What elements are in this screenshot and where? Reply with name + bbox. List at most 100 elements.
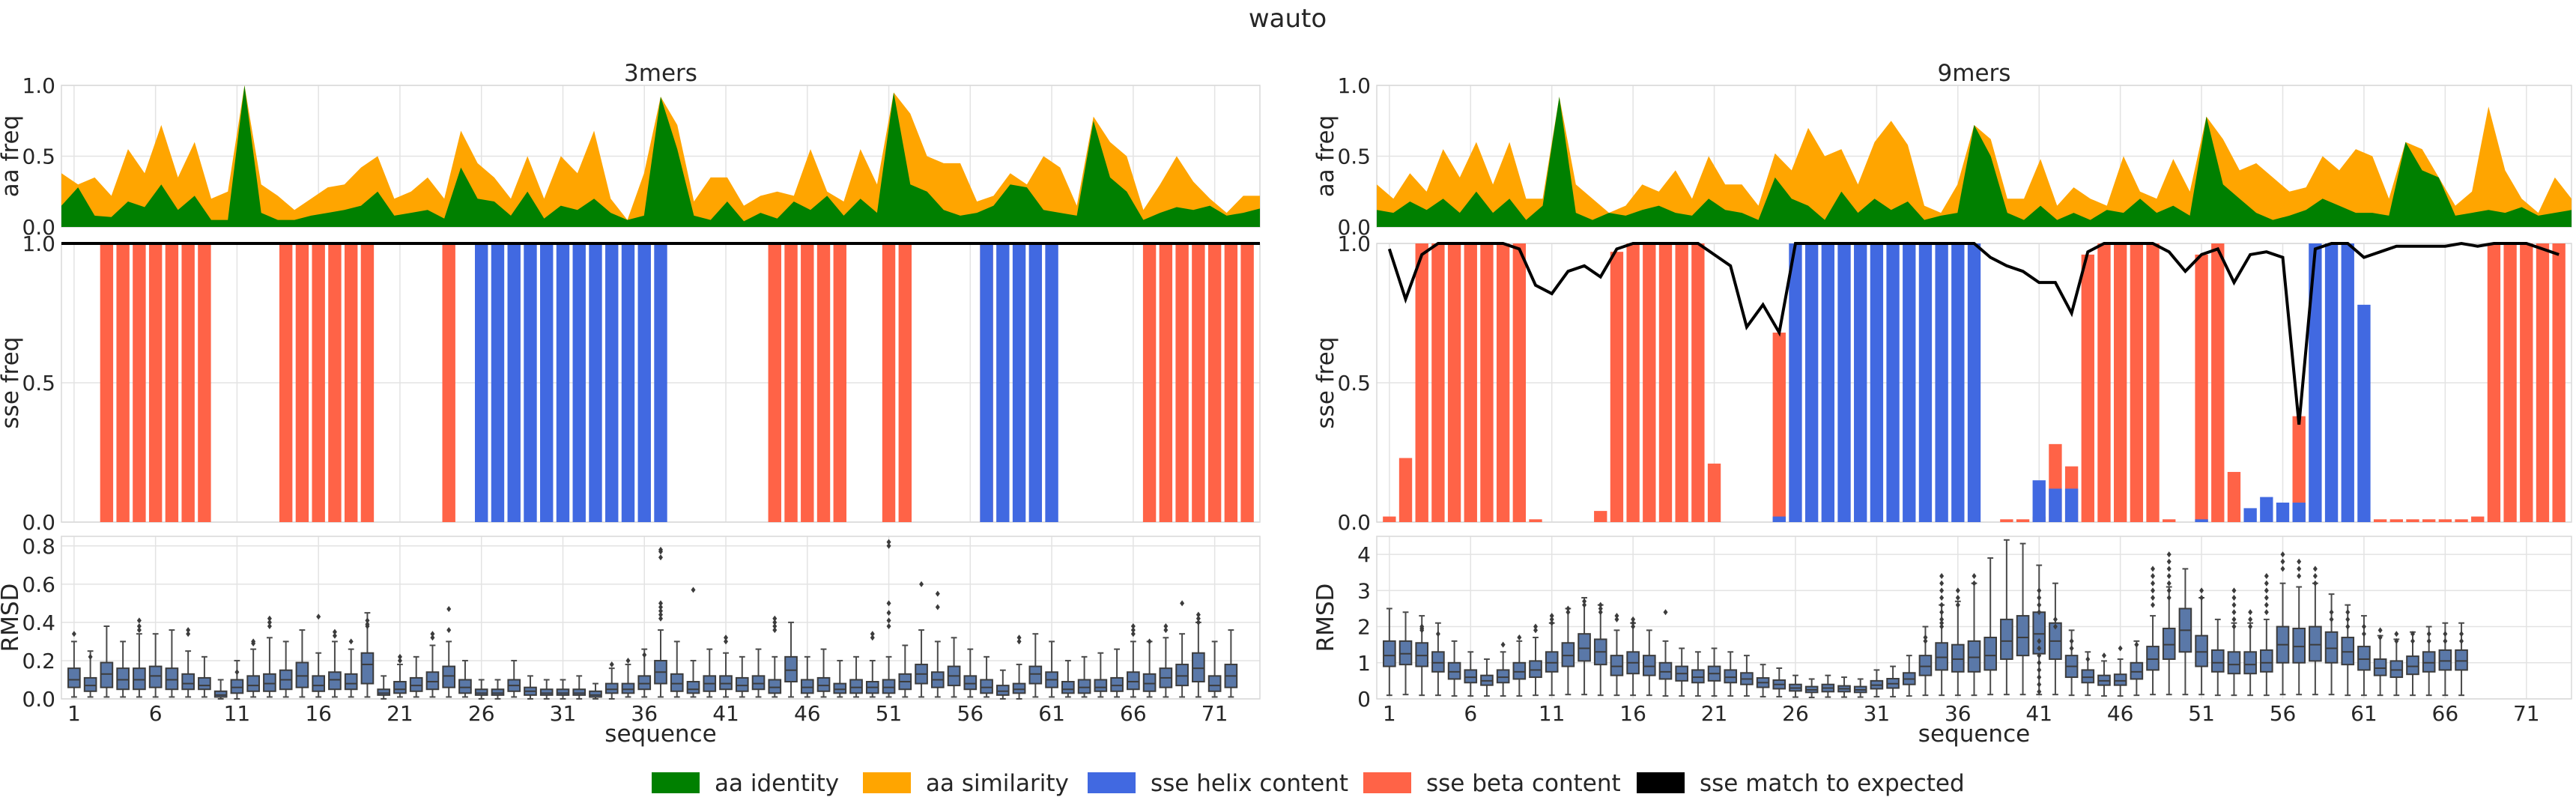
box xyxy=(816,676,831,692)
box xyxy=(2389,660,2404,679)
beta-bar xyxy=(2373,519,2387,522)
rmsd-box xyxy=(409,655,423,698)
flier xyxy=(642,652,647,658)
beta-bar xyxy=(116,243,130,522)
rmsd-box xyxy=(947,637,961,698)
flier xyxy=(935,604,940,610)
rmsd-box xyxy=(1658,609,1673,697)
box xyxy=(67,667,81,688)
flier xyxy=(2459,637,2464,644)
legend-swatch xyxy=(652,772,700,793)
box xyxy=(1012,682,1026,694)
flier xyxy=(2166,580,2172,587)
beta-bar xyxy=(100,243,114,522)
flier xyxy=(1582,598,1587,604)
beta-bar xyxy=(1142,243,1157,522)
rmsd-box xyxy=(507,659,521,698)
beta-bar xyxy=(2536,243,2550,522)
flier xyxy=(691,587,696,593)
box xyxy=(995,685,1010,696)
beta-bar xyxy=(2520,243,2533,522)
flier xyxy=(267,615,272,622)
box xyxy=(312,675,326,692)
flier xyxy=(2443,631,2448,637)
helix-bar xyxy=(1935,243,1948,522)
box xyxy=(474,688,488,696)
y-tick-label: 1 xyxy=(1357,651,1371,676)
beta-bar xyxy=(1675,243,1688,522)
y-axis-label: aa freq xyxy=(0,115,24,198)
box xyxy=(213,690,228,698)
rmsd-box xyxy=(1496,641,1510,697)
flier xyxy=(332,632,337,639)
box xyxy=(458,679,472,694)
rmsd-box xyxy=(621,657,635,698)
flier xyxy=(1939,602,1945,608)
box xyxy=(1207,675,1222,692)
helix-bar xyxy=(2276,502,2290,522)
legend-item: aa similarity xyxy=(863,770,1069,797)
y-tick-label: 0.5 xyxy=(22,371,55,396)
x-tick-label: 31 xyxy=(550,701,577,726)
rmsd-box xyxy=(2227,587,2241,697)
helix-bar xyxy=(996,243,1010,522)
flier xyxy=(267,619,272,625)
beta-bar xyxy=(1643,243,1656,522)
x-tick-label: 6 xyxy=(149,701,163,726)
box xyxy=(2292,627,2306,664)
box xyxy=(230,679,244,694)
x-tick-label: 16 xyxy=(1619,701,1646,726)
rmsd-box xyxy=(2210,618,2225,697)
flier xyxy=(2118,645,2123,652)
y-tick-label: 1.0 xyxy=(22,231,55,256)
rmsd-box xyxy=(1512,634,1527,697)
rmsd-box xyxy=(1642,629,1656,697)
flier xyxy=(1016,634,1022,641)
flier xyxy=(1972,573,1977,580)
rmsd-box xyxy=(2049,582,2062,696)
box xyxy=(2016,615,2030,657)
x-tick-label: 46 xyxy=(2107,701,2134,726)
rmsd-box xyxy=(2406,631,2419,697)
beta-bar xyxy=(2000,519,2013,522)
flier xyxy=(2394,637,2399,644)
flier xyxy=(1631,616,1636,622)
flier xyxy=(1923,634,1928,641)
flier xyxy=(2166,558,2172,565)
flier xyxy=(2166,594,2172,601)
box xyxy=(100,661,114,688)
beta-bar xyxy=(181,243,195,522)
rmsd-box xyxy=(1610,613,1624,697)
helix-bar xyxy=(507,243,521,522)
box xyxy=(1447,661,1461,680)
helix-bar xyxy=(980,243,993,522)
flier xyxy=(2410,637,2415,644)
beta-bar xyxy=(768,243,781,522)
flier xyxy=(886,622,891,629)
rmsd-box xyxy=(1192,611,1205,698)
flier xyxy=(2151,566,2156,572)
flier xyxy=(658,611,663,618)
box xyxy=(1642,655,1656,676)
flier xyxy=(2199,594,2204,601)
flier xyxy=(2037,637,2042,644)
flier xyxy=(2052,616,2058,622)
flier xyxy=(446,606,452,613)
rmsd-box xyxy=(2178,568,2192,696)
flier xyxy=(316,613,321,620)
flier xyxy=(2037,667,2042,673)
flier xyxy=(2151,573,2156,580)
flier xyxy=(658,600,663,607)
y-tick-label: 0.6 xyxy=(22,572,55,597)
flier xyxy=(1955,602,1960,608)
flier xyxy=(71,631,76,637)
flier xyxy=(2037,645,2042,652)
rmsd-box xyxy=(1431,622,1445,697)
flier xyxy=(1631,623,1636,630)
flier xyxy=(2312,566,2318,572)
flier xyxy=(2345,623,2351,630)
flier xyxy=(919,581,924,587)
flier xyxy=(365,617,370,624)
rmsd-box xyxy=(328,628,342,698)
box xyxy=(735,676,749,692)
